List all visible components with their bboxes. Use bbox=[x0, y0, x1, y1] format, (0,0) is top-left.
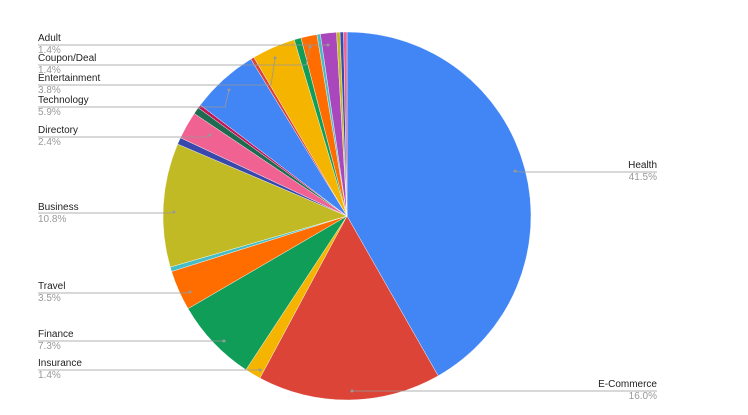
leader-line-technology bbox=[38, 89, 230, 108]
label-percent-finance: 7.3% bbox=[38, 341, 61, 352]
label-name-e-commerce: E-Commerce bbox=[598, 379, 657, 390]
label-percent-directory: 2.4% bbox=[38, 137, 61, 148]
labels: Health41.5%E-Commerce16.0%Insurance1.4%F… bbox=[38, 33, 657, 402]
label-name-finance: Finance bbox=[38, 329, 74, 340]
slice-e-commerce[interactable] bbox=[259, 215, 439, 401]
label-percent-adult: 1.4% bbox=[38, 45, 61, 56]
label-name-business: Business bbox=[38, 202, 79, 213]
label-name-adult: Adult bbox=[38, 33, 61, 44]
label-name-travel: Travel bbox=[38, 281, 65, 292]
leader-dot-entertainment bbox=[273, 56, 277, 60]
label-percent-business: 10.8% bbox=[38, 214, 66, 225]
label-name-directory: Directory bbox=[38, 125, 78, 136]
label-percent-health: 41.5% bbox=[629, 172, 657, 183]
label-percent-e-commerce: 16.0% bbox=[629, 391, 657, 402]
leader-line-travel bbox=[38, 291, 191, 294]
leader-dot-adult bbox=[326, 43, 330, 47]
leader-dot-travel bbox=[188, 290, 192, 294]
leader-line-entertainment bbox=[38, 57, 276, 86]
leader-dot-insurance bbox=[258, 368, 262, 372]
label-name-entertainment: Entertainment bbox=[38, 73, 100, 84]
label-name-coupon-deal: Coupon/Deal bbox=[38, 53, 96, 64]
label-percent-travel: 3.5% bbox=[38, 293, 61, 304]
label-percent-technology: 5.9% bbox=[38, 107, 61, 118]
slice-unlabeled-20[interactable] bbox=[343, 31, 348, 217]
leader-dot-technology bbox=[227, 88, 231, 92]
label-percent-coupon-deal: 1.4% bbox=[38, 65, 61, 76]
label-percent-entertainment: 3.8% bbox=[38, 85, 61, 96]
leader-dot-health bbox=[513, 169, 517, 173]
slices bbox=[162, 31, 532, 401]
leader-line-coupon-deal bbox=[38, 46, 311, 66]
leader-dot-finance bbox=[222, 339, 226, 343]
slice-health[interactable] bbox=[346, 31, 532, 377]
leader-dot-coupon-deal bbox=[308, 45, 312, 49]
label-name-health: Health bbox=[628, 160, 657, 171]
slice-business[interactable] bbox=[162, 143, 348, 268]
leader-dot-business bbox=[172, 210, 176, 214]
leader-dot-directory bbox=[208, 133, 212, 137]
label-percent-insurance: 1.4% bbox=[38, 370, 61, 381]
label-name-insurance: Insurance bbox=[38, 358, 82, 369]
label-name-technology: Technology bbox=[38, 95, 89, 106]
leader-dot-e-commerce bbox=[350, 389, 354, 393]
